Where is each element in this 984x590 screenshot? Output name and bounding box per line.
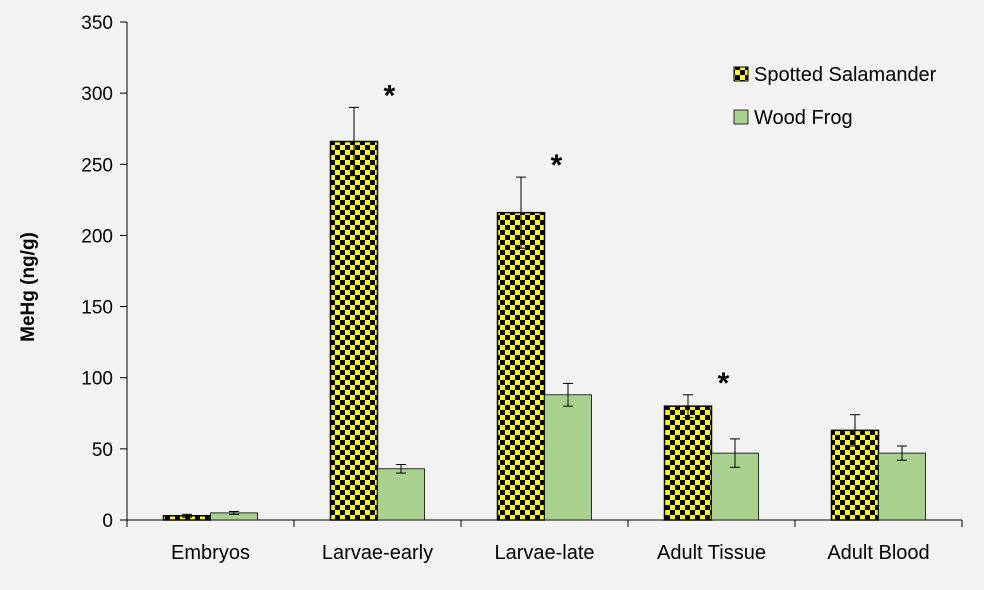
y-tick-label: 200 (81, 226, 113, 247)
bar-spotted-salamander (329, 140, 379, 521)
significance-marker: * (384, 79, 396, 112)
bar-wood-frog (878, 452, 926, 521)
y-axis-title: MeHg (ng/g) (18, 232, 39, 342)
legend-swatch (733, 109, 749, 125)
significance-marker: * (551, 149, 563, 182)
legend-swatch (733, 66, 749, 82)
bars: * * * (162, 79, 926, 521)
bar-spotted-salamander (496, 211, 546, 521)
x-category-label: Adult Blood (827, 542, 929, 564)
significance-marker: * (718, 367, 730, 400)
x-category-label: Larvae-late (494, 542, 594, 564)
y-tick-label: 0 (102, 511, 113, 532)
y-tick-label: 250 (81, 155, 113, 176)
axes: 0 50 100 150 200 250 300 350 Embryos Larvae-early… (81, 13, 963, 564)
legend-label: Spotted Salamander (754, 64, 937, 86)
bar-spotted-salamander (663, 405, 713, 521)
y-tick-label: 50 (92, 440, 113, 461)
legend: Spotted Salamander Wood Frog (733, 64, 937, 129)
bar-wood-frog (544, 394, 592, 521)
x-category-label: Larvae-early (322, 542, 433, 564)
y-tick-label: 350 (81, 13, 113, 34)
legend-label: Wood Frog (754, 107, 853, 129)
y-tick-label: 300 (81, 84, 113, 105)
y-tick-label: 100 (81, 369, 113, 390)
bar-wood-frog (377, 468, 425, 521)
y-tick-label: 150 (81, 298, 113, 319)
x-category-label: Embryos (171, 542, 250, 564)
x-category-label: Adult Tissue (657, 542, 766, 564)
